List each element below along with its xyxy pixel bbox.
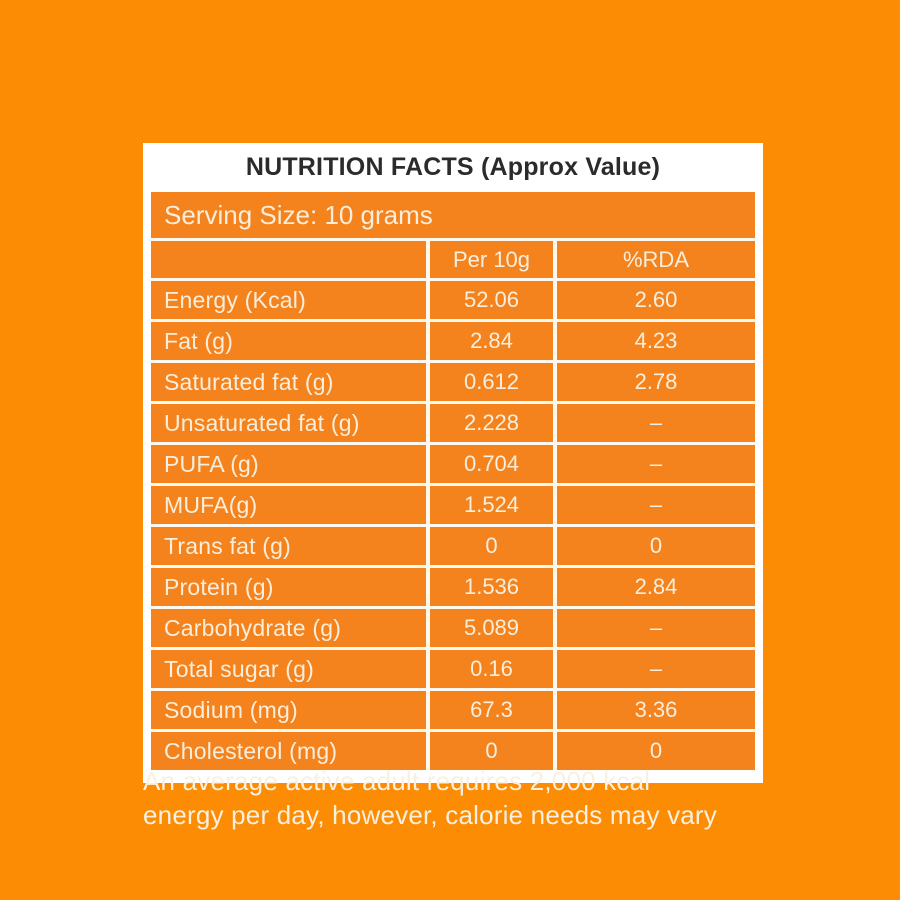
nutrient-per10g: 0.612 — [426, 360, 555, 403]
nutrient-per10g: 0 — [426, 729, 555, 770]
nutrient-rda: – — [553, 401, 755, 444]
nutrient-per10g: 52.06 — [426, 278, 555, 321]
nutrient-rda: 2.60 — [553, 278, 755, 321]
nutrient-name: Saturated fat (g) — [151, 360, 428, 403]
table-row: Protein (g) 1.536 2.84 — [151, 565, 755, 608]
table-row: Energy (Kcal) 52.06 2.60 — [151, 278, 755, 321]
nutrient-name: PUFA (g) — [151, 442, 428, 485]
table-row: Fat (g) 2.84 4.23 — [151, 319, 755, 362]
col-header-per10g: Per 10g — [426, 239, 555, 280]
col-header-rda: %RDA — [553, 239, 755, 280]
col-header-nutrient — [151, 240, 428, 280]
nutrient-rda: – — [553, 442, 755, 485]
nutrient-name: Fat (g) — [151, 319, 428, 362]
footnote: An average active adult requires 2,000 k… — [143, 764, 717, 832]
serving-size-row: Serving Size: 10 grams — [151, 192, 755, 238]
table-row: Saturated fat (g) 0.612 2.78 — [151, 360, 755, 403]
nutrient-per10g: 0 — [426, 524, 555, 567]
nutrient-rda: 3.36 — [553, 688, 755, 731]
nutrition-facts-card: NUTRITION FACTS (Approx Value) Serving S… — [143, 143, 763, 783]
table-row: Cholesterol (mg) 0 0 — [151, 729, 755, 770]
nutrient-rda: 0 — [553, 524, 755, 567]
table-row: MUFA(g) 1.524 – — [151, 483, 755, 526]
footnote-line-1: An average active adult requires 2,000 k… — [143, 766, 651, 796]
nutrient-rda: 0 — [553, 729, 755, 770]
nutrient-name: Total sugar (g) — [151, 647, 428, 690]
nutrient-per10g: 0.16 — [426, 647, 555, 690]
nutrient-rda: 2.84 — [553, 565, 755, 608]
nutrition-facts-title: NUTRITION FACTS (Approx Value) — [245, 153, 661, 181]
nutrient-rda: 4.23 — [553, 319, 755, 362]
table-row: Carbohydrate (g) 5.089 – — [151, 606, 755, 649]
nutrient-name: Protein (g) — [151, 565, 428, 608]
nutrient-per10g: 2.228 — [426, 401, 555, 444]
footnote-line-2: energy per day, however, calorie needs m… — [143, 800, 717, 830]
table-row: Trans fat (g) 0 0 — [151, 524, 755, 567]
nutrient-name: Carbohydrate (g) — [151, 606, 428, 649]
table-row: PUFA (g) 0.704 – — [151, 442, 755, 485]
nutrient-name: Sodium (mg) — [151, 688, 428, 731]
table-header-row: Per 10g %RDA — [151, 239, 755, 280]
table-row: Total sugar (g) 0.16 – — [151, 647, 755, 690]
nutrition-table: Per 10g %RDA Energy (Kcal) 52.06 2.60 Fa… — [151, 238, 755, 770]
nutrient-per10g: 67.3 — [426, 688, 555, 731]
nutrient-name: Energy (Kcal) — [151, 278, 428, 321]
nutrient-rda: – — [553, 647, 755, 690]
nutrient-rda: – — [553, 483, 755, 526]
nutrient-name: Cholesterol (mg) — [151, 729, 428, 770]
nutrient-rda: – — [553, 606, 755, 649]
table-row: Unsaturated fat (g) 2.228 – — [151, 401, 755, 444]
nutrient-rda: 2.78 — [553, 360, 755, 403]
nutrient-name: Unsaturated fat (g) — [151, 401, 428, 444]
table-row: Sodium (mg) 67.3 3.36 — [151, 688, 755, 731]
nutrient-name: Trans fat (g) — [151, 524, 428, 567]
title-band: NUTRITION FACTS (Approx Value) — [151, 143, 755, 192]
nutrient-per10g: 5.089 — [426, 606, 555, 649]
nutrient-name: MUFA(g) — [151, 483, 428, 526]
serving-size-text: Serving Size: 10 grams — [164, 199, 433, 230]
nutrient-per10g: 2.84 — [426, 319, 555, 362]
nutrient-per10g: 1.524 — [426, 483, 555, 526]
nutrient-per10g: 1.536 — [426, 565, 555, 608]
nutrient-per10g: 0.704 — [426, 442, 555, 485]
